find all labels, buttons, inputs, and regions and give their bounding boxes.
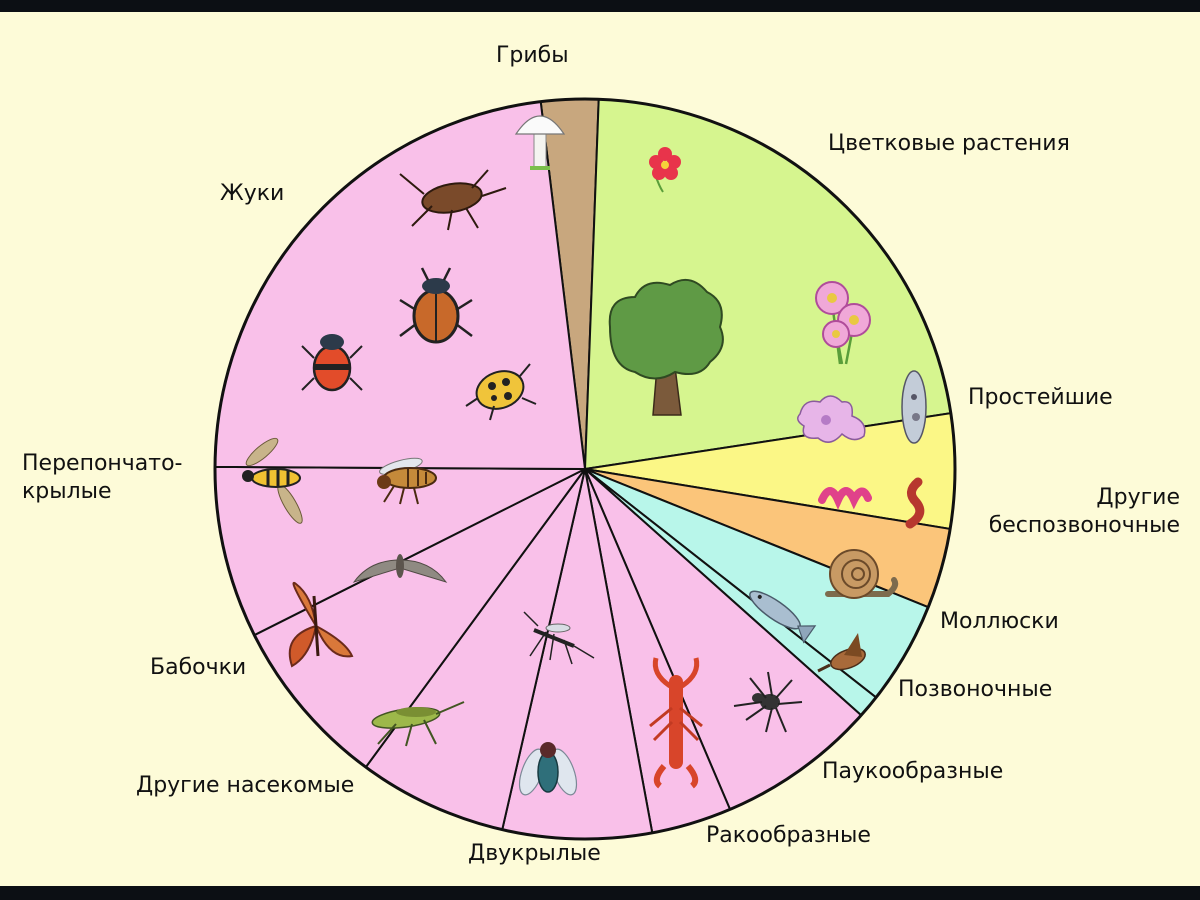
label-drugie-bespozvonochnye: Другие беспозвоночные <box>968 484 1180 540</box>
mushroom-icon <box>514 115 566 170</box>
label-pereponchatokrylye-line1: Перепончато- <box>22 451 183 476</box>
fish-icon <box>749 590 817 644</box>
label-zhuki: Жуки <box>220 181 285 206</box>
pie-slices <box>213 98 956 840</box>
bee-icon <box>377 457 437 505</box>
worm-icon <box>818 477 925 529</box>
label-pozvonochnye: Позвоночные <box>898 677 1053 702</box>
aster-flowers-icon <box>815 281 871 365</box>
label-mollyuski: Моллюски <box>940 609 1059 634</box>
label-dvukrylye: Двукрылые <box>468 841 601 866</box>
amoeba-icon <box>797 395 866 443</box>
grasshopper-icon <box>371 701 465 747</box>
label-drugie-bespozvonochnye-line2: беспозвоночные <box>988 513 1180 538</box>
moth-icon <box>352 554 448 583</box>
label-pereponchatokrylye: Перепончато- крылые <box>22 450 183 506</box>
crayfish-icon <box>649 657 703 789</box>
mosquito-icon <box>523 611 595 665</box>
pie-icons <box>242 115 927 796</box>
chart-frame: Грибы Цветковые растения Простейшие Друг… <box>0 12 1200 886</box>
pie-chart <box>213 97 957 841</box>
spider-icon <box>733 671 803 733</box>
label-babochki: Бабочки <box>150 655 247 680</box>
wasp-icon <box>242 437 303 524</box>
label-prosteishie: Простейшие <box>968 385 1113 410</box>
pie-slice-12 <box>213 100 587 471</box>
snail-icon <box>825 549 899 599</box>
tree-icon <box>608 278 724 416</box>
label-drugie-bespozvonochnye-line1: Другие <box>1096 485 1180 510</box>
fly-icon <box>518 742 578 796</box>
pie-outline <box>213 97 957 841</box>
flower-icon <box>649 147 681 193</box>
ladybird-icon <box>301 334 363 392</box>
label-rakoobraznye: Ракообразные <box>706 823 871 848</box>
cockroach-icon <box>399 169 507 231</box>
label-pereponchatokrylye-line2: крылые <box>22 479 112 504</box>
spotted-beetle-icon <box>465 363 537 421</box>
paramecium-icon <box>901 370 927 444</box>
label-drugie-nasekomye: Другие насекомые <box>136 773 355 798</box>
label-cvetkovye-rasteniya: Цветковые растения <box>828 131 1070 156</box>
ground-beetle-icon <box>399 267 473 344</box>
bird-icon <box>817 633 866 673</box>
label-paukoobraznye: Паукообразные <box>822 759 1004 784</box>
label-griby: Грибы <box>496 43 569 68</box>
butterfly-icon <box>288 581 354 668</box>
